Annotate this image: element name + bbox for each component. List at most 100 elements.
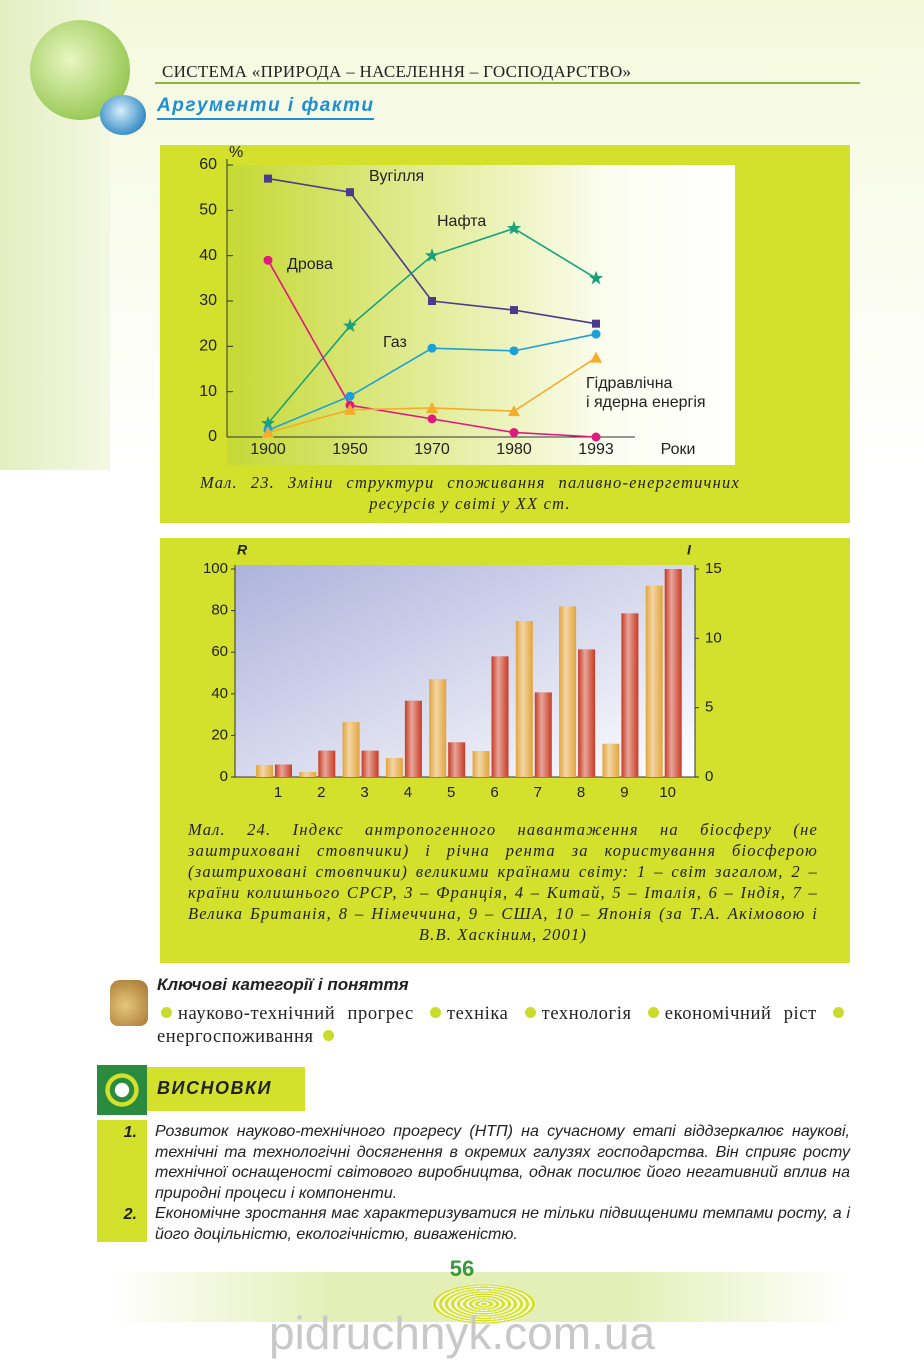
marker <box>342 318 358 332</box>
section-title: Аргументи і факти <box>157 94 375 120</box>
conclusions-number-column <box>97 1120 147 1242</box>
header: СИСТЕМА «ПРИРОДА – НАСЕЛЕННЯ – ГОСПОДАРС… <box>162 62 632 81</box>
x-tick-label: 5 <box>447 784 455 801</box>
y2-tick-label: 5 <box>705 699 713 716</box>
marker <box>260 415 276 430</box>
concept: науково-технічний прогрес <box>178 1004 414 1024</box>
bar-shine <box>515 621 533 777</box>
marker <box>346 188 354 197</box>
y2-tick-label: 10 <box>705 629 722 646</box>
conclusions-title: ВИСНОВКИ <box>157 1078 272 1098</box>
bar-shine <box>256 764 273 777</box>
marker <box>590 351 602 363</box>
x-tick-label: 1900 <box>250 441 286 458</box>
footer-ripple <box>432 1284 536 1324</box>
y-axis-label: % <box>229 144 243 161</box>
bar-shine <box>664 569 682 777</box>
marker <box>428 297 436 305</box>
x-tick-label: 3 <box>360 784 368 801</box>
y-tick-label: 40 <box>211 685 228 702</box>
section-icon <box>100 95 146 135</box>
key-concepts-title: Ключові категорії і поняття <box>157 975 409 994</box>
marker <box>509 427 519 437</box>
marker <box>427 414 437 424</box>
marker <box>592 319 600 328</box>
conclusions-title-bar <box>147 1067 305 1111</box>
marker <box>510 306 518 315</box>
bar-shine <box>299 772 317 777</box>
conclusion-item: 2. Економічне зростання має характеризува… <box>97 1204 852 1245</box>
x-axis-label: Роки <box>661 441 696 458</box>
y-tick-label: 20 <box>211 726 228 743</box>
marker <box>506 221 522 235</box>
marker <box>344 403 356 415</box>
x-tick-label: 1993 <box>578 441 614 458</box>
bar-shine <box>534 692 552 777</box>
x-tick-label: 1980 <box>496 441 532 458</box>
marker <box>591 329 601 339</box>
marker <box>424 248 440 262</box>
bar-shine <box>578 649 596 777</box>
y-axis-label: R <box>237 542 248 558</box>
lock-icon <box>110 980 148 1026</box>
marker <box>264 174 272 183</box>
bar-shine <box>385 758 403 777</box>
bar-shine <box>429 679 447 777</box>
x-tick-label: 10 <box>659 784 676 801</box>
concept: технологія <box>541 1004 632 1024</box>
marker <box>345 391 355 401</box>
figure-2-caption: Мал. 24. Індекс антропогенного навантаже… <box>188 820 818 944</box>
marker <box>427 343 437 353</box>
y-tick-label: 20 <box>199 338 217 355</box>
concept-bullet <box>524 1007 536 1018</box>
plot-1-background <box>227 165 735 465</box>
x-tick-label: 4 <box>404 784 412 801</box>
plot-2-background <box>235 565 695 777</box>
y-tick-label: 100 <box>203 560 228 577</box>
y-tick-label: 60 <box>211 643 228 660</box>
bar-shine <box>645 585 663 777</box>
concept-bullet <box>647 1007 659 1018</box>
marker <box>263 255 273 265</box>
conclusion-item: 1. Розвиток науково-технічного прогресу (… <box>97 1122 852 1204</box>
y2-tick-label: 0 <box>705 768 713 785</box>
bar-shine <box>559 606 577 777</box>
x-tick-label: 9 <box>620 784 628 801</box>
conclusion-number: 2. <box>123 1206 137 1223</box>
bar-shine <box>404 700 422 777</box>
concept: економічний ріст <box>664 1004 817 1024</box>
figure-1-caption: Мал. 23. Зміни структури споживання пали… <box>200 473 740 513</box>
x-tick-label: 1950 <box>332 441 368 458</box>
x-tick-label: 7 <box>534 784 542 801</box>
series-label: Вугілля <box>369 168 425 185</box>
x-tick-label: 1 <box>274 784 282 801</box>
y-tick-label: 80 <box>211 602 228 619</box>
bar-shine <box>621 613 639 777</box>
series-label: Нафта <box>437 213 487 230</box>
marker <box>262 426 274 438</box>
y-tick-label: 50 <box>199 202 217 219</box>
bar-shine <box>491 656 509 777</box>
page-number: 56 <box>449 1256 475 1281</box>
bar-shine <box>448 742 466 777</box>
series-label: Газ <box>383 334 407 351</box>
marker <box>591 432 601 442</box>
y-tick-label: 0 <box>208 428 217 445</box>
conclusion-text: Економічне зростання має характеризувати… <box>155 1205 850 1243</box>
y-tick-label: 0 <box>220 768 228 785</box>
concept-bullet <box>161 1007 172 1018</box>
conclusions-icon <box>97 1065 147 1115</box>
concept-bullet <box>429 1007 441 1018</box>
marker <box>508 405 520 417</box>
charts: 0 10 20 30 40 50 60% 1900 1950 1 9 7 0 1980 1993 Роки 0 2… <box>199 144 735 801</box>
concept-bullet <box>322 1030 334 1041</box>
x-tick-label: 8 <box>577 784 585 801</box>
bar-shine <box>602 743 620 777</box>
concept-bullet <box>832 1007 844 1018</box>
marker <box>426 401 438 413</box>
conclusion-text: Розвиток науково-технічного прогресу (НТ… <box>155 1123 850 1202</box>
y-tick-label: 30 <box>199 292 217 309</box>
series-label: Гідравлічна і ядерна енергія <box>586 375 706 411</box>
watermark: pidruchnyk.com.ua <box>268 1307 656 1359</box>
